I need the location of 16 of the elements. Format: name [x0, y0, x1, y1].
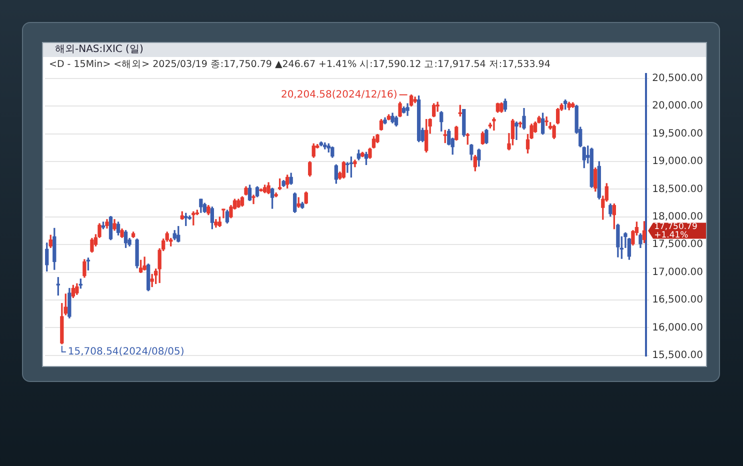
y-tick-label: 20,500.00: [652, 73, 704, 84]
annotation: 20,204.58(2024/12/16): [280, 89, 398, 100]
y-tick-label: 18,000.00: [652, 212, 704, 223]
chart-subtitle: <D - 15Min> <해외> 2025/03/19 종:17,750.79 ▲246.67 +1.41% 시:17,590.12 고:17,917.54 저:17,533.94: [49, 58, 550, 71]
y-tick-label: 18,500.00: [652, 184, 704, 195]
y-tick-label: 20,000.00: [652, 100, 704, 112]
y-tick-label: 19,500.00: [652, 128, 704, 140]
y-tick-label: 16,500.00: [652, 294, 704, 306]
y-tick-label: 17,500.00: [652, 239, 704, 250]
annotation: 15,708.54(2024/08/05): [68, 346, 184, 358]
y-tick-label: 16,000.00: [652, 322, 704, 334]
chart-title: 해외-NAS:IXIC (일): [43, 43, 706, 57]
y-tick-label: 19,000.00: [652, 156, 704, 168]
y-tick-label: 17,000.00: [652, 266, 704, 278]
y-tick-label: 15,500.00: [652, 350, 704, 362]
text: 17,750.79 +1.41%: [654, 222, 698, 240]
